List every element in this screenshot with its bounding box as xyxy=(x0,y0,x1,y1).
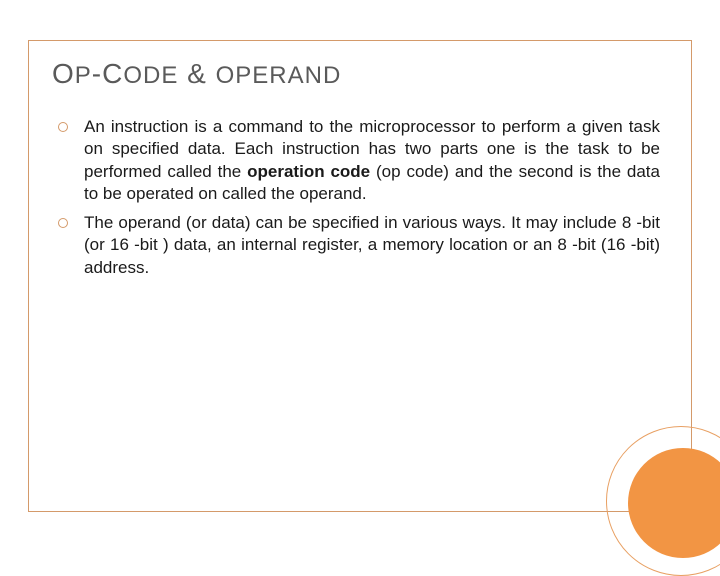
title-frag: -C xyxy=(92,58,124,89)
bullet-list: An instruction is a command to the micro… xyxy=(58,116,660,285)
bullet-bold: operation code xyxy=(247,162,370,181)
title-frag: & xyxy=(178,58,215,89)
list-item: An instruction is a command to the micro… xyxy=(58,116,660,206)
bullet-text: The operand (or data) can be specified i… xyxy=(84,213,660,277)
title-frag: ODE xyxy=(123,62,178,89)
slide-title: OP-CODE & OPERAND xyxy=(52,58,341,90)
list-item: The operand (or data) can be specified i… xyxy=(58,212,660,279)
title-frag: OPERAND xyxy=(216,62,342,89)
title-frag: O xyxy=(52,58,75,89)
title-frag: P xyxy=(75,62,92,89)
